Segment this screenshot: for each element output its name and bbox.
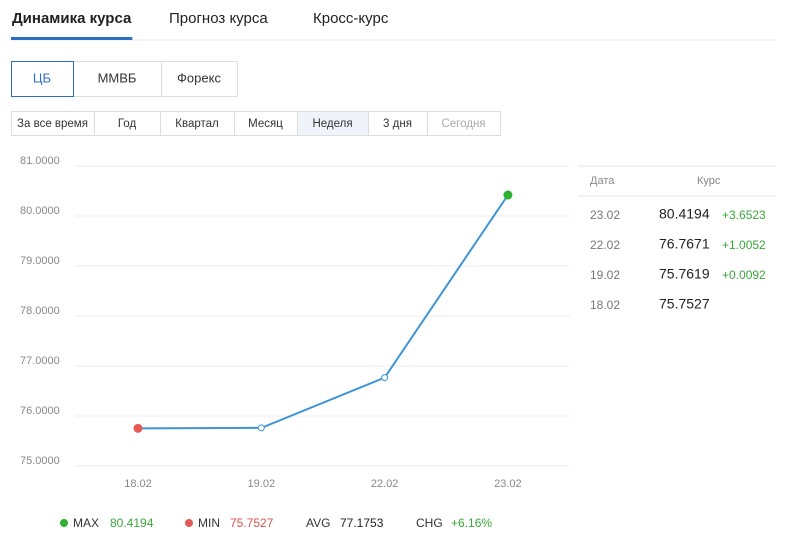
y-tick-label: 80.0000	[20, 205, 60, 217]
x-tick-label: 19.02	[248, 478, 276, 490]
source-label: Форекс	[177, 70, 221, 85]
table-header: Курс	[697, 175, 721, 187]
tab-underline	[11, 37, 133, 40]
rate-point	[381, 374, 389, 382]
source-button[interactable]	[73, 61, 162, 97]
period-button[interactable]	[11, 111, 95, 136]
x-tick-label: 22.02	[371, 478, 399, 490]
period-label: Неделя	[312, 118, 352, 130]
tab[interactable]: Кросс-курс	[313, 10, 389, 27]
table-rate: 80.4194	[659, 206, 710, 222]
stat-label: AVG	[306, 516, 330, 530]
rate-point	[133, 423, 143, 433]
table-rate: 75.7619	[659, 266, 710, 282]
table-date: 19.02	[590, 268, 620, 282]
y-tick-label: 75.0000	[20, 455, 60, 467]
y-tick-label: 76.0000	[20, 405, 60, 417]
y-tick-label: 81.0000	[20, 155, 60, 167]
period-label: Месяц	[248, 118, 283, 130]
table-date: 22.02	[590, 238, 620, 252]
table-rate: 76.7671	[659, 236, 710, 252]
table-change: +3.6523	[722, 208, 766, 222]
period-label: Год	[118, 118, 137, 130]
table-change: +1.0052	[722, 238, 766, 252]
source-label: ЦБ	[33, 70, 51, 85]
source-label: ММВБ	[98, 70, 137, 85]
source-active	[11, 61, 74, 97]
stat-dot	[60, 519, 68, 527]
tab[interactable]: Прогноз курса	[169, 10, 268, 27]
period-button[interactable]	[160, 111, 235, 136]
period-button[interactable]	[427, 111, 501, 136]
stat-value: 75.7527	[230, 516, 274, 530]
stat-label: CHG	[416, 516, 443, 530]
period-button[interactable]	[297, 111, 369, 136]
tab[interactable]: Динамика курса	[12, 10, 132, 27]
y-tick-label: 77.0000	[20, 355, 60, 367]
rate-point	[503, 190, 513, 200]
y-tick-label: 79.0000	[20, 255, 60, 267]
x-tick-label: 18.02	[124, 478, 152, 490]
stat-label: MAX	[73, 516, 99, 530]
stat-value: 80.4194	[110, 516, 154, 530]
period-label: 3 дня	[383, 118, 412, 130]
stat-dot	[185, 519, 193, 527]
rate-line	[137, 194, 509, 430]
stat-value: 77.1753	[340, 516, 384, 530]
period-button[interactable]	[234, 111, 298, 136]
source-button[interactable]	[161, 61, 238, 97]
period-label: Квартал	[175, 118, 218, 130]
table-date: 18.02	[590, 298, 620, 312]
period-label: Сегодня	[441, 118, 485, 130]
y-tick-label: 78.0000	[20, 305, 60, 317]
table-date: 23.02	[590, 208, 620, 222]
period-label: За все время	[17, 118, 88, 130]
period-button[interactable]	[368, 111, 428, 136]
table-rate: 75.7527	[659, 296, 710, 312]
x-tick-label: 23.02	[494, 478, 522, 490]
stat-label: MIN	[198, 516, 220, 530]
stat-value: +6.16%	[451, 516, 492, 530]
rate-point	[257, 424, 265, 432]
table-header: Дата	[590, 175, 615, 187]
table-change: +0.0092	[722, 268, 766, 282]
